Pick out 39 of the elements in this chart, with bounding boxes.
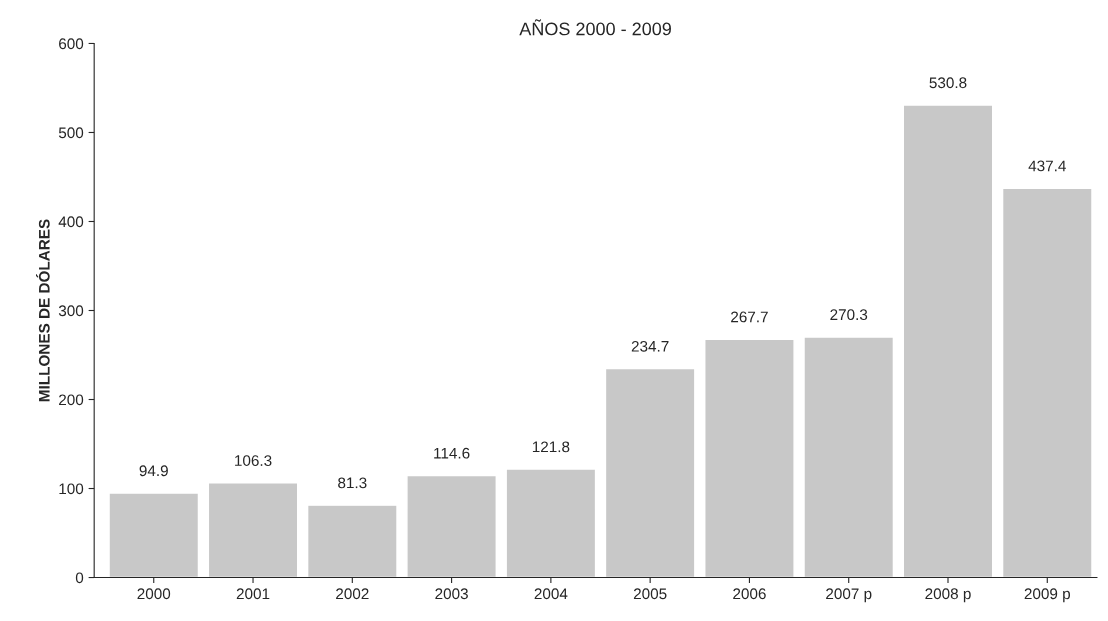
x-tick-label: 2008 p	[925, 588, 971, 603]
data-label: 114.6	[434, 447, 470, 459]
data-label: 106.3	[235, 455, 272, 466]
data-label: 94.9	[139, 465, 168, 477]
y-tick-label: 200	[59, 394, 84, 406]
bar	[505, 468, 597, 578]
bar	[604, 367, 696, 578]
bar	[803, 336, 895, 578]
y-tick-label: 100	[59, 483, 84, 495]
x-tick-label: 2009 p	[1024, 588, 1071, 603]
bar	[704, 338, 795, 578]
x-tick-label: 2001	[236, 588, 270, 600]
data-label: 234.7	[631, 340, 669, 352]
x-tick-label: 2004	[534, 588, 568, 600]
data-label: 81.3	[338, 477, 367, 489]
y-tick-label: 400	[58, 216, 84, 228]
y-tick-label: 0	[75, 572, 84, 584]
y-tick-label: 500	[58, 127, 84, 139]
x-tick-label: 2006	[733, 588, 766, 600]
bar	[406, 474, 497, 578]
y-axis-title: MILLONES DE DÓLARES	[36, 219, 50, 402]
data-label: 437.4	[1028, 160, 1066, 172]
x-tick-label: 2002	[336, 588, 369, 600]
data-label: 270.3	[830, 309, 868, 321]
bar	[306, 504, 398, 578]
data-label: 530.8	[929, 77, 967, 89]
x-tick-label: 2007 p	[826, 588, 872, 603]
bar	[1001, 187, 1093, 578]
bar	[207, 482, 299, 578]
x-tick-label: 2005	[633, 588, 667, 600]
bar	[108, 492, 200, 578]
data-label: 267.7	[731, 311, 768, 323]
x-tick-label: 2000	[137, 588, 171, 600]
bar	[902, 104, 994, 578]
y-tick-label: 300	[58, 305, 84, 317]
x-tick-label: 2003	[435, 588, 468, 600]
chart-title: AÑOS 2000 - 2009	[519, 19, 671, 36]
data-label: 121.8	[532, 441, 570, 453]
y-tick-label: 600	[59, 38, 84, 50]
